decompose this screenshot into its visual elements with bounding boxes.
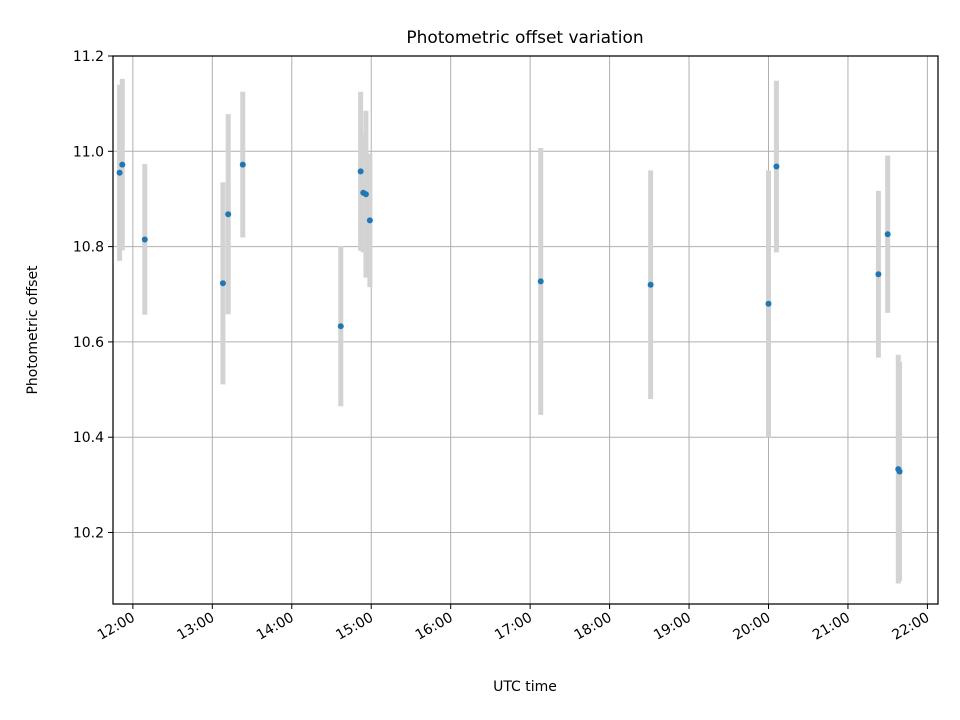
y-axis-label: Photometric offset: [25, 265, 41, 395]
data-point: [647, 281, 654, 288]
data-point: [875, 271, 882, 278]
y-tick-label: 10.2: [73, 526, 104, 542]
y-tick-label: 11.2: [73, 49, 104, 65]
data-point: [366, 217, 373, 224]
data-points: [116, 161, 903, 475]
data-point: [357, 168, 364, 175]
data-point: [225, 211, 232, 218]
data-point: [337, 323, 344, 330]
grid: [113, 55, 938, 604]
y-tick-label: 11.0: [73, 144, 104, 160]
data-point: [537, 278, 544, 285]
data-point: [773, 163, 780, 170]
data-point: [884, 231, 891, 238]
chart-title: Photometric offset variation: [406, 28, 643, 48]
data-point: [219, 280, 226, 287]
plot-area: [113, 56, 938, 604]
data-point: [239, 161, 246, 168]
x-axis-label: UTC time: [493, 679, 557, 695]
data-point: [119, 161, 126, 168]
data-point: [141, 236, 148, 243]
data-point: [896, 468, 903, 475]
y-tick-label: 10.4: [73, 430, 104, 446]
data-point: [765, 300, 772, 307]
plot-frame: [112, 55, 939, 605]
y-tick-label: 10.8: [73, 240, 104, 256]
data-point: [362, 191, 369, 198]
data-point: [116, 169, 123, 176]
y-tick-label: 10.6: [73, 335, 104, 351]
y-axis: 10.2 10.4 10.6 10.8 11.0 11.2: [73, 49, 113, 542]
